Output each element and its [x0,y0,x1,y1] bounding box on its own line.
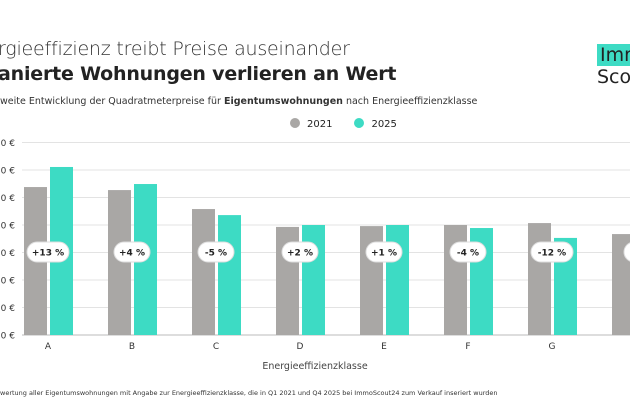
bar-2021-C [192,209,215,335]
subtitle-text-end: nach Energieeffizienzklasse [342,96,478,107]
y-tick-label: 0 € [1,139,16,149]
y-tick-label: 0 € [1,194,16,204]
bar-2021-h [612,234,630,335]
x-axis-title: Energieeffizienzklasse [262,361,367,372]
legend-swatch [290,118,300,128]
y-tick-label: 0 € [1,277,16,287]
immoscout-logo: ImmScou [597,44,630,88]
bar-2021-G [528,223,551,335]
legend-item-2021: 2021 [290,118,332,130]
change-badge [197,241,235,263]
change-badge [365,241,403,263]
legend-label: 2025 [371,119,397,130]
y-tick-label: 0 € [1,249,16,259]
logo-line-2: Scou [597,66,630,88]
x-tick-label: D [297,342,304,352]
change-badge [281,241,319,263]
legend: 2021 2025 [290,118,397,130]
title-line-2: anierte Wohnungen verlieren an Wert [0,63,397,85]
change-label: -4 % [457,249,479,259]
x-tick-label: B [129,342,135,352]
legend-item-2025: 2025 [354,118,397,130]
change-label: -12 % [538,249,566,259]
y-tick-label: 0 € [1,222,16,232]
change-label: +4 % [119,249,145,259]
legend-label: 2021 [307,119,333,130]
x-tick-label: F [465,342,470,352]
change-badge [449,241,487,263]
change-label: +1 % [371,249,397,259]
subtitle-bold: Eigentumswohnungen [223,96,343,107]
change-badge [530,241,574,263]
subtitle-text: weite Entwicklung der Quadratmeterpreise… [0,96,224,107]
subtitle: weite Entwicklung der Quadratmeterpreise… [0,96,477,107]
bar-2021-B [108,190,131,335]
change-badge [623,242,630,262]
legend-swatch [354,118,365,128]
x-tick-label: E [381,342,387,352]
y-tick-label: 0 € [1,304,16,314]
footnote: wertung aller Eigentumswohnungen mit Ang… [0,389,498,397]
change-label: +13 % [32,249,64,259]
title-line-1: rgieeffizienz treibt Preise auseinander [0,38,350,60]
change-label: +2 % [287,249,313,259]
x-tick-label: A [45,342,52,352]
y-tick-label: 0 € [1,332,16,342]
change-badge [113,241,151,263]
bar-2025-C [218,215,241,335]
logo-line-1: Imm [597,44,630,66]
x-tick-label: G [549,342,556,352]
x-tick-label: C [213,342,219,352]
change-label: -5 % [205,249,227,259]
change-badge [26,241,70,263]
y-tick-label: 0 € [1,167,16,177]
